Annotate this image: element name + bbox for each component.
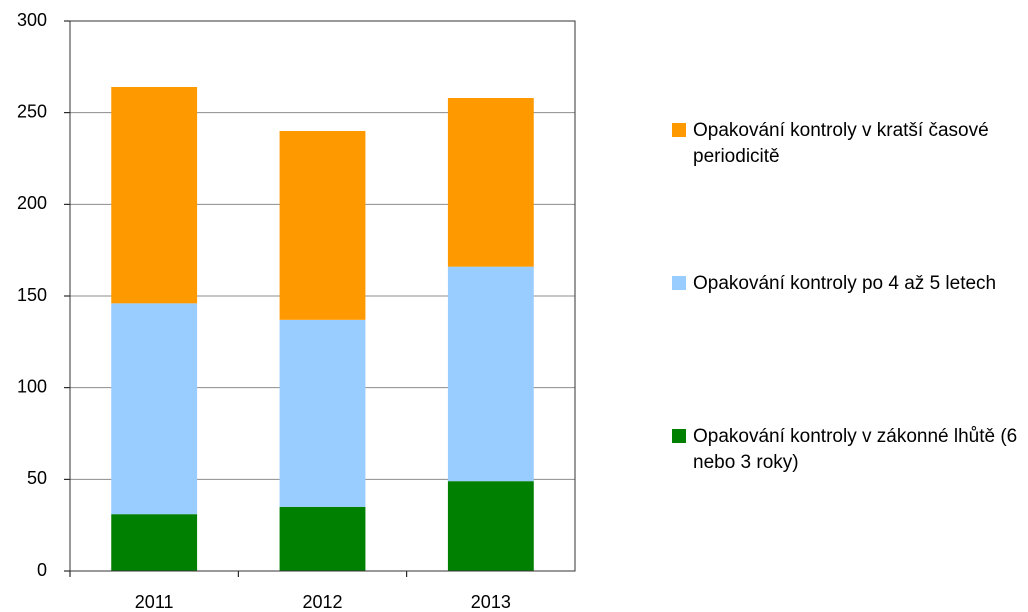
bar-segment [111,87,198,304]
bar-segment [279,506,366,571]
legend-item: Opakování kontroly po 4 až 5 letech [672,271,1028,297]
y-tick-label: 300 [17,10,47,30]
x-tick-label: 2012 [302,592,342,612]
y-tick-label: 100 [17,376,47,396]
legend-swatch [672,123,686,137]
bar-segment [111,514,198,571]
y-tick-label: 150 [17,285,47,305]
y-tick-label: 50 [27,468,47,488]
x-tick-label: 2011 [135,592,174,612]
bar-segment [447,266,534,482]
legend-label: Opakování kontroly v zákonné lhůtě (6 ne… [693,426,1018,473]
bar-segment [447,98,534,267]
x-tick-label: 2013 [471,592,511,612]
legend-item: Opakování kontroly v zákonné lhůtě (6 ne… [672,424,1028,476]
legend-item: Opakování kontroly v kratší časové perio… [672,118,1028,170]
legend-label: Opakování kontroly po 4 až 5 letech [693,273,997,294]
legend-label: Opakování kontroly v kratší časové perio… [693,120,989,167]
bar-segment [111,303,198,515]
bar-segment [279,319,366,507]
bar-segment [279,131,366,320]
legend-swatch [672,276,686,290]
y-tick-label: 250 [17,101,47,121]
plot-border [69,20,576,572]
y-tick-label: 200 [17,193,47,213]
y-tick-label: 0 [37,560,47,580]
bar-segment [447,481,534,571]
legend-swatch [672,429,686,443]
